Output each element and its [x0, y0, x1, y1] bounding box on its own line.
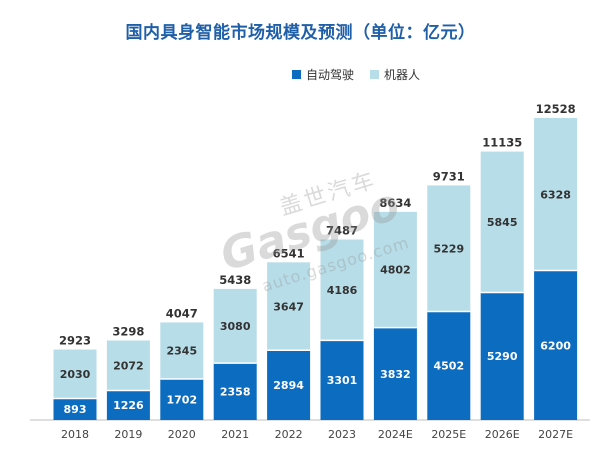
label-autodrive-2020: 1702	[166, 393, 197, 406]
label-autodrive-2026E: 5290	[487, 350, 518, 363]
label-total-2019: 3298	[112, 324, 144, 338]
label-robot-2024E: 4802	[380, 264, 411, 277]
bar-robot-2024E	[373, 211, 417, 328]
legend-label-robot: 机器人	[384, 68, 421, 82]
bar-autodrive-2018	[53, 398, 97, 420]
x-tick-2022: 2022	[275, 428, 303, 441]
bar-autodrive-2023	[320, 340, 364, 420]
label-robot-2021: 3080	[220, 320, 251, 333]
bar-autodrive-2022	[267, 350, 311, 420]
bar-robot-2021	[213, 288, 257, 364]
bar-robot-2026E	[480, 151, 524, 293]
label-robot-2027E: 6328	[540, 188, 571, 201]
label-total-2027E: 12528	[536, 102, 576, 116]
bar-autodrive-2020	[160, 378, 204, 420]
x-tick-2018: 2018	[61, 428, 89, 441]
chart-title: 国内具身智能市场规模及预测（单位：亿元）	[125, 23, 476, 43]
label-total-2024E: 8634	[379, 196, 411, 210]
bar-robot-2022	[267, 262, 311, 351]
legend-item-robot: 机器人	[370, 66, 420, 83]
label-autodrive-2021: 2358	[220, 386, 251, 399]
label-autodrive-2023: 3301	[327, 374, 358, 387]
bar-autodrive-2021	[213, 363, 257, 420]
label-autodrive-2027E: 6200	[540, 339, 571, 352]
legend-swatch-autodrive	[292, 70, 301, 79]
bar-autodrive-2019	[106, 390, 150, 420]
bar-robot-2025E	[427, 185, 471, 312]
legend-swatch-robot	[370, 70, 380, 79]
label-autodrive-2022: 2894	[273, 379, 304, 392]
label-autodrive-2025E: 4502	[433, 360, 464, 373]
label-robot-2019: 2072	[113, 359, 144, 372]
label-robot-2018: 2030	[60, 368, 91, 381]
bar-autodrive-2025E	[427, 311, 471, 420]
label-total-2020: 4047	[166, 306, 198, 320]
bar-robot-2020	[160, 322, 204, 379]
bar-autodrive-2027E	[534, 270, 578, 420]
label-total-2021: 5438	[219, 273, 251, 287]
label-autodrive-2024E: 3832	[380, 368, 411, 381]
label-robot-2020: 2345	[166, 345, 197, 358]
bar-robot-2027E	[534, 118, 578, 271]
label-total-2025E: 9731	[433, 169, 465, 183]
bar-robot-2019	[106, 340, 150, 391]
x-tick-2027E: 2027E	[538, 428, 573, 441]
x-tick-2024E: 2024E	[378, 428, 413, 441]
x-tick-2025E: 2025E	[431, 428, 466, 441]
bar-robot-2023	[320, 239, 364, 341]
legend: 自动驾驶 机器人	[292, 66, 430, 83]
legend-item-autodrive: 自动驾驶	[292, 66, 354, 83]
bar-robot-2018	[53, 349, 97, 399]
label-robot-2025E: 5229	[433, 242, 464, 255]
label-total-2026E: 11135	[482, 136, 522, 150]
x-tick-2021: 2021	[221, 428, 249, 441]
bar-autodrive-2024E	[373, 327, 417, 420]
label-robot-2023: 4186	[327, 284, 358, 297]
x-tick-2023: 2023	[328, 428, 356, 441]
label-total-2018: 2923	[59, 334, 91, 348]
x-tick-2020: 2020	[168, 428, 196, 441]
label-total-2022: 6541	[273, 246, 305, 260]
label-robot-2022: 3647	[273, 300, 304, 313]
label-total-2023: 7487	[326, 224, 358, 238]
label-autodrive-2019: 1226	[113, 399, 144, 412]
label-autodrive-2018: 893	[64, 403, 87, 416]
x-tick-2019: 2019	[114, 428, 142, 441]
label-robot-2026E: 5845	[487, 216, 518, 229]
legend-label-autodrive: 自动驾驶	[306, 68, 355, 82]
bar-autodrive-2026E	[480, 292, 524, 420]
x-tick-2026E: 2026E	[485, 428, 520, 441]
